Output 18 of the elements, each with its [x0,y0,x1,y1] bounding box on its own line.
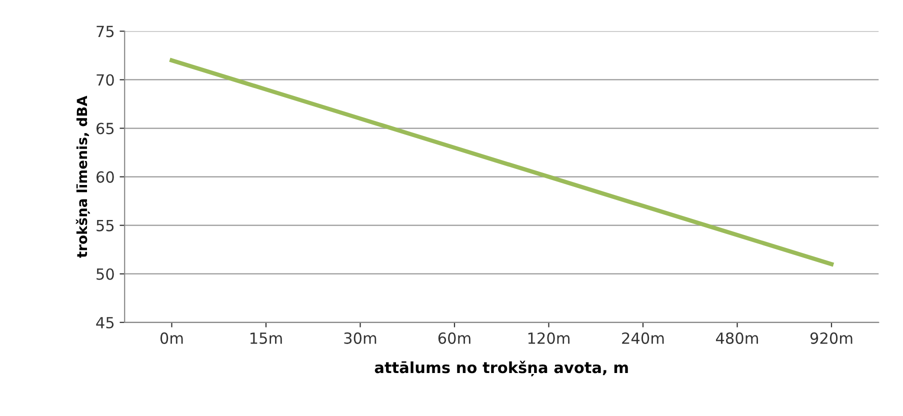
x-tick-label: 30m [344,332,376,344]
x-tick-label: 15m [250,332,282,344]
x-tick-label: 920m [810,332,852,344]
x-tick-label: 480m [716,332,758,344]
y-tick-label: 50 [96,268,114,280]
y-tick-label: 45 [96,317,114,328]
y-tick-label: 75 [96,26,114,38]
y-tick-label: 60 [96,171,114,183]
x-tick-label: 240m [622,332,664,344]
x-tick-label: 60m [438,332,470,344]
x-tick-label: 0m [160,332,183,344]
x-tick-label: 120m [528,332,570,344]
y-tick-label: 70 [96,74,114,86]
y-axis-title: trokšņa līmenis, dBA [76,96,90,258]
x-axis-title: attālums no trokšņa avota, m [374,360,628,376]
line-series [170,58,834,266]
y-tick-label: 65 [96,122,114,134]
y-tick-label: 55 [96,220,114,232]
